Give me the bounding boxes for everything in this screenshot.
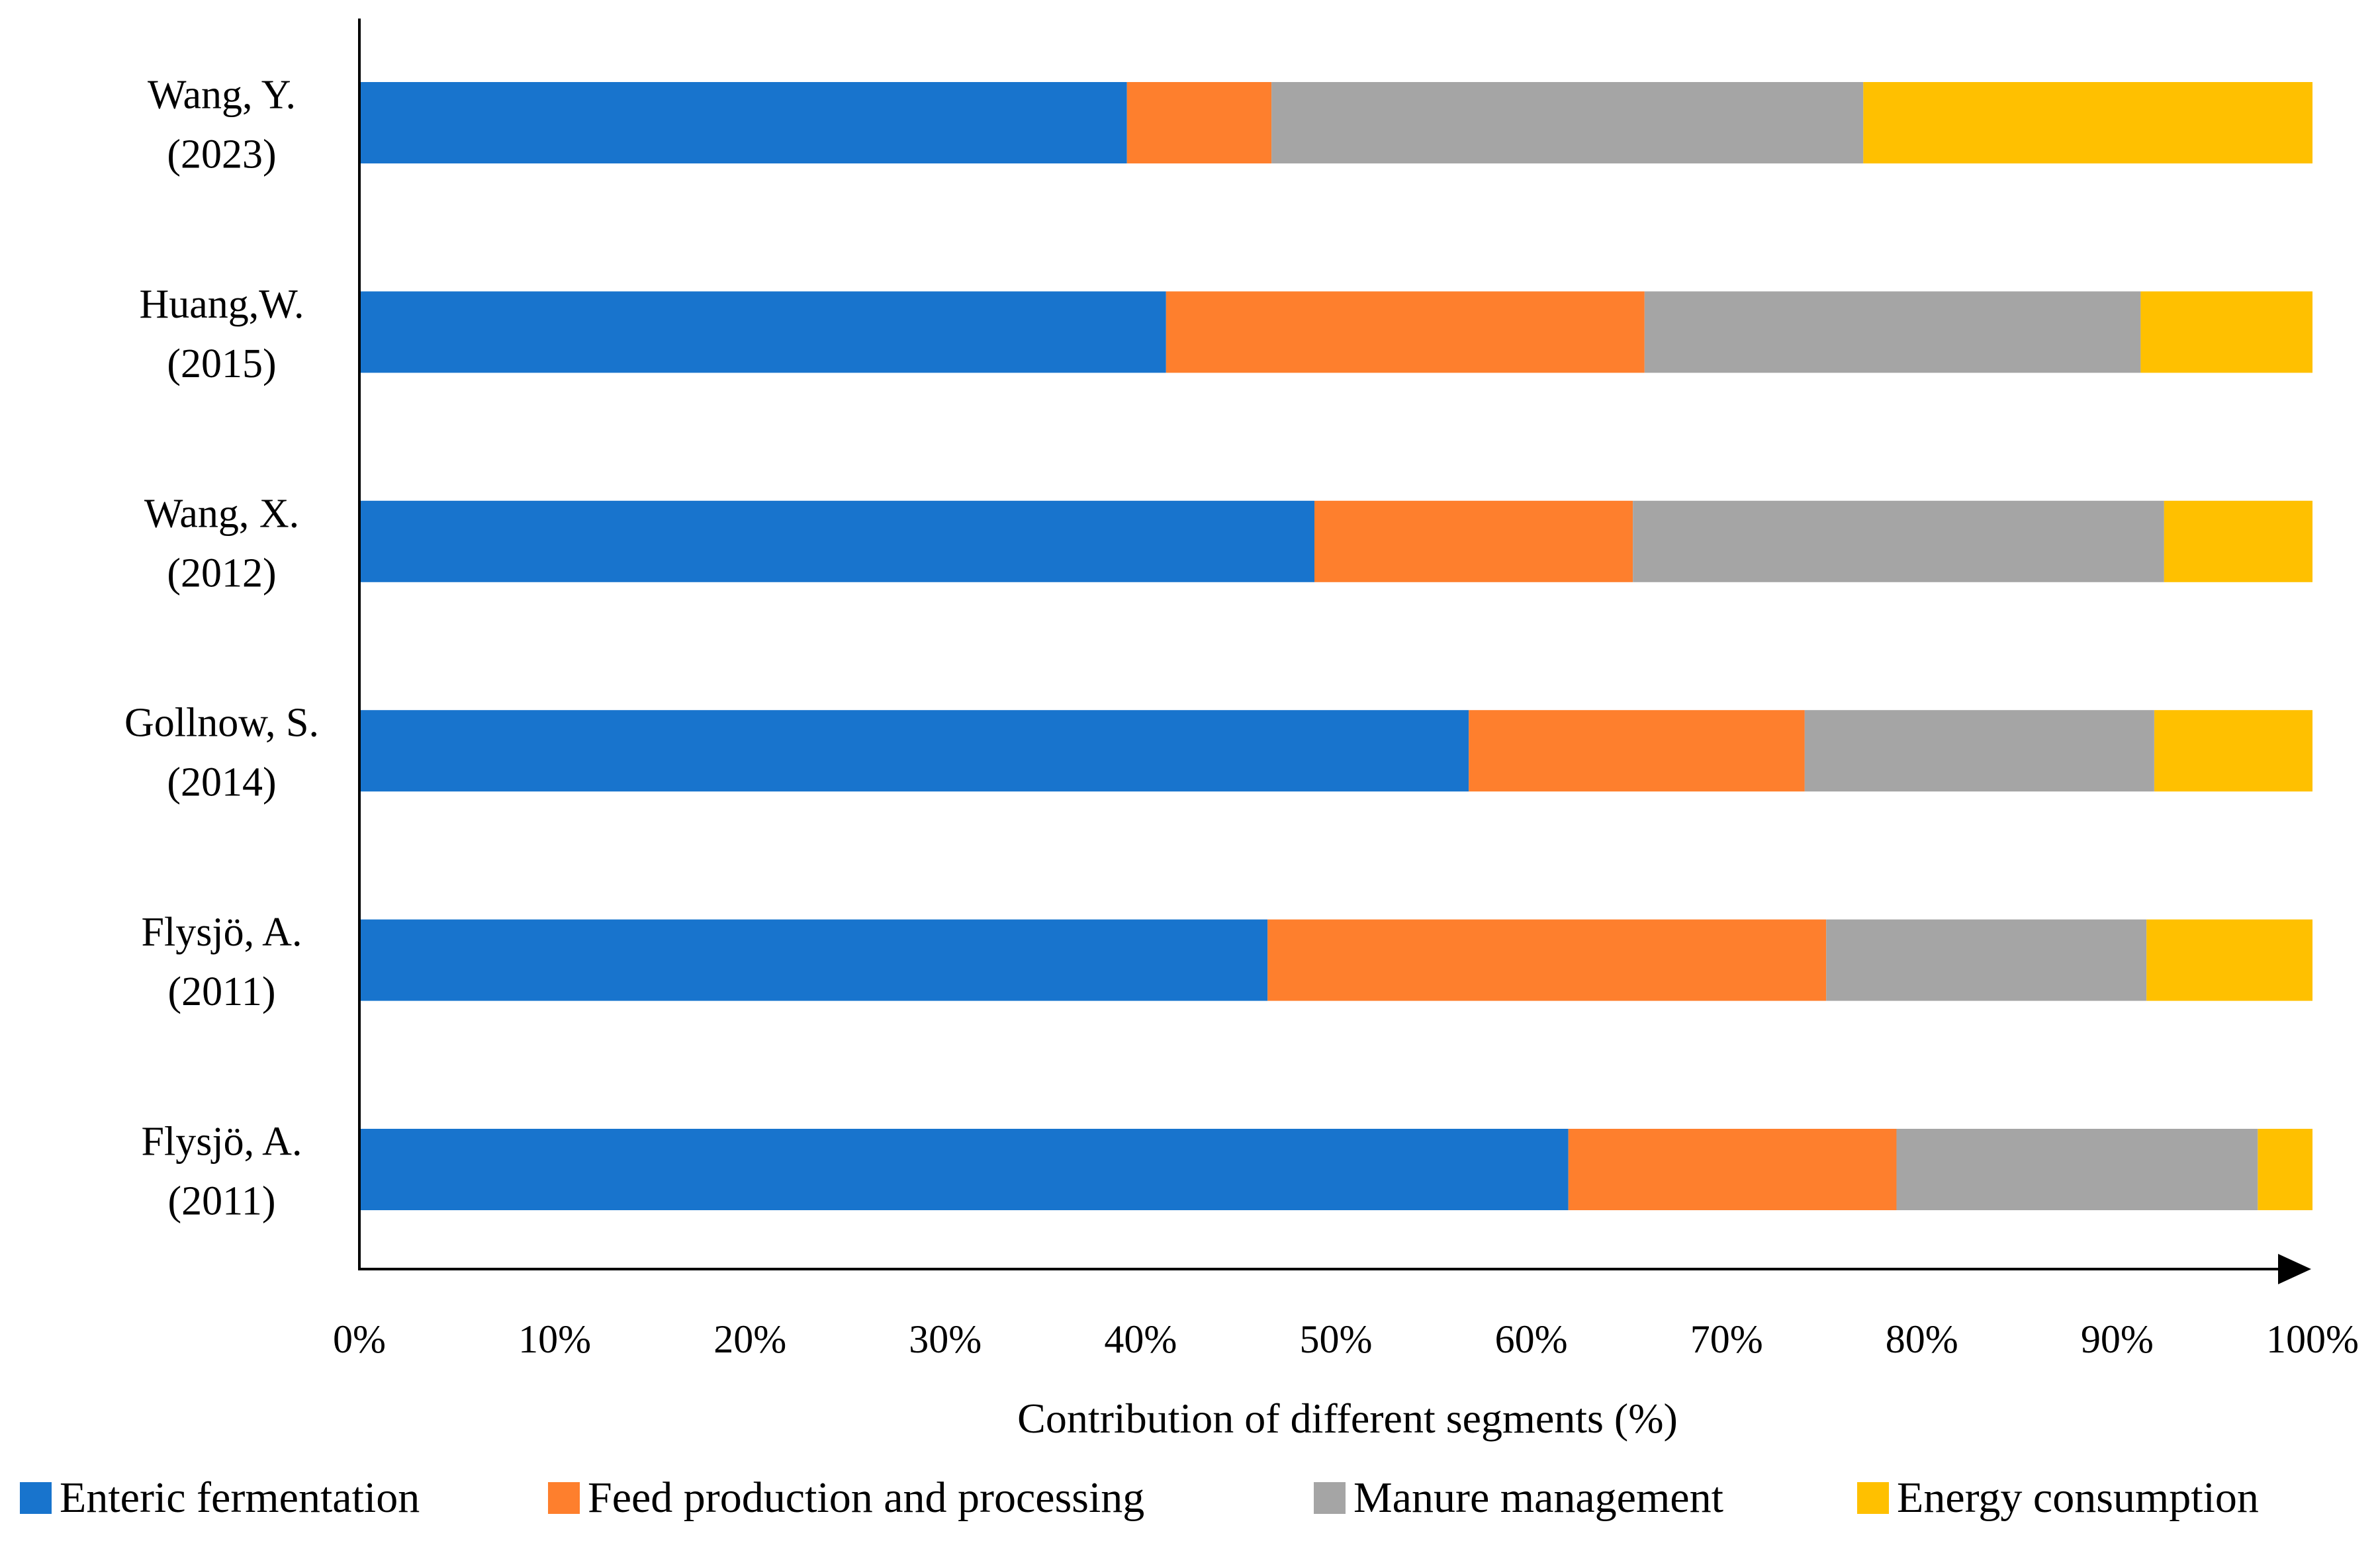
x-tick-label: 90% bbox=[2081, 1317, 2154, 1361]
legend: Enteric fermentation Feed production and … bbox=[20, 1474, 2259, 1522]
category-label-name: Wang, Y. bbox=[148, 73, 296, 118]
category-label-name: Huang,W. bbox=[139, 282, 304, 327]
bar-segment-1-row-5 bbox=[359, 919, 1268, 1001]
bar-segment-3-row-4 bbox=[1804, 710, 2154, 792]
x-tick-label: 20% bbox=[713, 1317, 786, 1361]
x-axis-arrowhead bbox=[2278, 1254, 2311, 1284]
legend-swatch-1 bbox=[20, 1482, 52, 1514]
bar-segment-1-row-6 bbox=[359, 1129, 1569, 1210]
bar-segment-2-row-6 bbox=[1568, 1129, 1897, 1210]
bars bbox=[359, 82, 2312, 1210]
bar-segment-4-row-2 bbox=[2140, 291, 2312, 373]
x-tick-label: 50% bbox=[1300, 1317, 1373, 1361]
bar-segment-2-row-1 bbox=[1126, 82, 1272, 163]
bar-segment-4-row-6 bbox=[2258, 1129, 2312, 1210]
x-tick-label: 0% bbox=[333, 1317, 386, 1361]
legend-label-3: Manure management bbox=[1353, 1474, 1723, 1522]
category-label-name: Flysjö, A. bbox=[142, 1120, 302, 1165]
category-labels: Wang, Y. (2023) Huang,W. (2015) Wang, X. (201… bbox=[124, 73, 319, 1224]
bar-segment-4-row-1 bbox=[1863, 82, 2312, 163]
x-tick-label: 30% bbox=[909, 1317, 982, 1361]
bar-segment-1-row-4 bbox=[359, 710, 1469, 792]
bar-segment-3-row-1 bbox=[1271, 82, 1864, 163]
category-label-year: (2011) bbox=[168, 1179, 276, 1224]
legend-swatch-3 bbox=[1314, 1482, 1346, 1514]
bar-segment-3-row-6 bbox=[1896, 1129, 2258, 1210]
category-label-year: (2023) bbox=[167, 132, 276, 177]
category-label-name: Flysjö, A. bbox=[142, 910, 302, 955]
legend-swatch-2 bbox=[548, 1482, 580, 1514]
x-axis-title: Contribution of different segments (%) bbox=[1017, 1395, 1678, 1442]
legend-label-2: Feed production and processing bbox=[588, 1474, 1144, 1522]
x-tick-labels: 0% 10% 20% 30% 40% 50% 60% 70% 80% 90% 100% bbox=[333, 1317, 2359, 1361]
category-label-name: Gollnow, S. bbox=[124, 701, 319, 746]
x-tick-label: 70% bbox=[1690, 1317, 1763, 1361]
x-tick-label: 60% bbox=[1495, 1317, 1568, 1361]
bar-segment-1-row-1 bbox=[359, 82, 1127, 163]
x-tick-label: 10% bbox=[518, 1317, 591, 1361]
bar-segment-3-row-3 bbox=[1633, 500, 2164, 582]
x-tick-label: 80% bbox=[1886, 1317, 1958, 1361]
bar-segment-2-row-5 bbox=[1267, 919, 1827, 1001]
category-label-year: (2012) bbox=[167, 551, 276, 596]
bar-segment-2-row-3 bbox=[1314, 500, 1633, 582]
bar-segment-3-row-5 bbox=[1826, 919, 2147, 1001]
category-label-year: (2015) bbox=[167, 341, 276, 386]
bar-segment-4-row-3 bbox=[2164, 500, 2312, 582]
category-label-year: (2014) bbox=[167, 760, 276, 805]
bar-segment-2-row-2 bbox=[1166, 291, 1645, 373]
bar-segment-4-row-5 bbox=[2146, 919, 2312, 1001]
x-tick-label: 100% bbox=[2266, 1317, 2359, 1361]
bar-segment-1-row-2 bbox=[359, 291, 1166, 373]
bar-segment-2-row-4 bbox=[1469, 710, 1805, 792]
legend-swatch-4 bbox=[1857, 1482, 1889, 1514]
bar-segment-3-row-2 bbox=[1644, 291, 2141, 373]
bar-segment-4-row-4 bbox=[2154, 710, 2312, 792]
x-tick-label: 40% bbox=[1104, 1317, 1177, 1361]
legend-label-4: Energy consumption bbox=[1897, 1474, 2259, 1522]
category-label-year: (2011) bbox=[168, 969, 276, 1014]
axes bbox=[358, 19, 2311, 1284]
bar-segment-1-row-3 bbox=[359, 500, 1314, 582]
category-label-name: Wang, X. bbox=[144, 491, 299, 536]
legend-label-1: Enteric fermentation bbox=[60, 1474, 420, 1522]
